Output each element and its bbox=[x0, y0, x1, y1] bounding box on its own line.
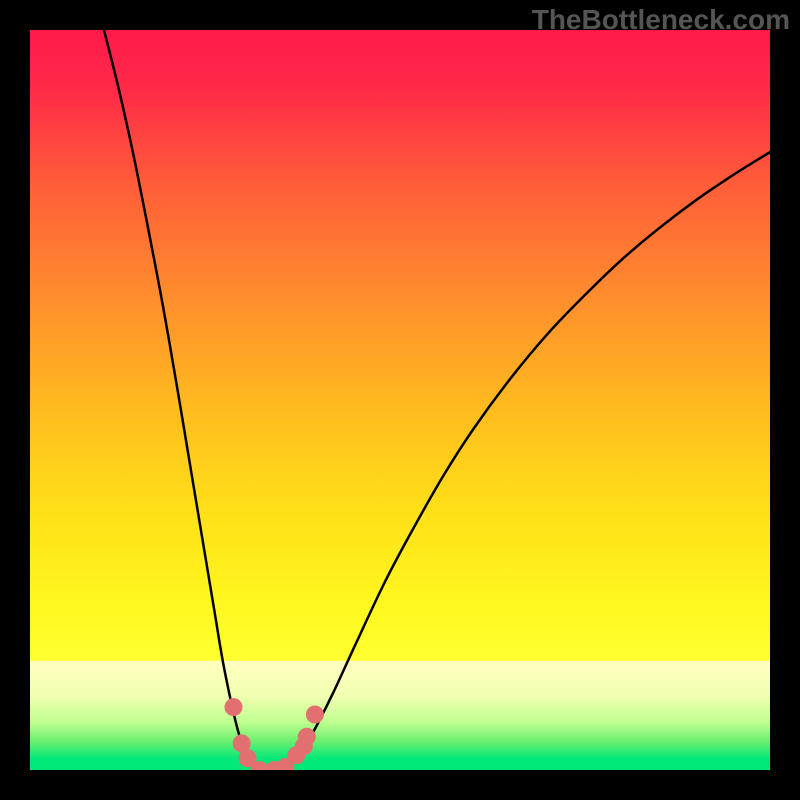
chart-frame bbox=[30, 30, 770, 770]
plot-area bbox=[30, 30, 770, 770]
watermark-text: TheBottleneck.com bbox=[532, 4, 790, 36]
data-marker bbox=[306, 706, 324, 724]
left-curve bbox=[104, 30, 267, 770]
curves-layer bbox=[30, 30, 770, 770]
data-marker bbox=[225, 698, 243, 716]
data-marker bbox=[298, 728, 316, 746]
right-curve bbox=[267, 152, 770, 770]
